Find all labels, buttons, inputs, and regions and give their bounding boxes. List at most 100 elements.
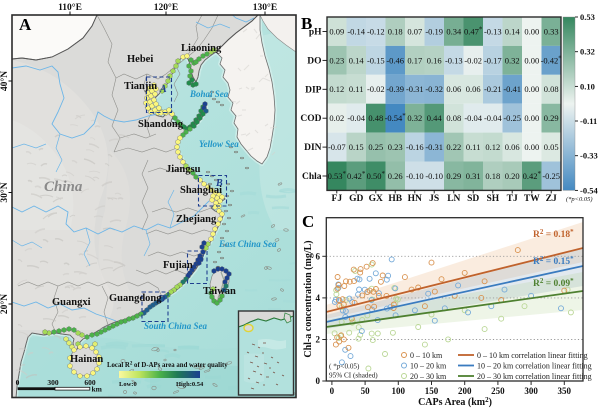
svg-text:DO: DO (307, 56, 321, 66)
svg-text:0.26: 0.26 (388, 171, 403, 181)
svg-text:0.32: 0.32 (580, 47, 595, 57)
svg-text:-0.04: -0.04 (484, 113, 502, 123)
svg-text:0.05: 0.05 (544, 142, 559, 152)
svg-text:0.31: 0.31 (466, 171, 481, 181)
svg-text:0.33: 0.33 (544, 27, 559, 37)
svg-text:D: D (157, 294, 165, 305)
svg-text:-0.04: -0.04 (464, 113, 482, 123)
svg-text:Guangxi: Guangxi (52, 297, 91, 308)
svg-text:-0.25: -0.25 (542, 171, 560, 181)
svg-text:0: 0 (16, 378, 20, 387)
svg-text:0.00: 0.00 (524, 27, 539, 37)
svg-text:110°E: 110°E (58, 2, 82, 13)
svg-text:C: C (302, 212, 314, 231)
svg-text:-0.13: -0.13 (484, 27, 502, 37)
svg-text:-0.39: -0.39 (386, 84, 404, 94)
svg-text:0.08: 0.08 (446, 113, 461, 123)
svg-text:0: 0 (316, 376, 321, 386)
svg-text:0.10: 0.10 (580, 81, 595, 91)
svg-text:CAPs Area (km2): CAPs Area (km2) (418, 396, 492, 408)
svg-text:0.50*: 0.50* (367, 170, 386, 181)
svg-text:R2 = 0.15*: R2 = 0.15* (533, 255, 574, 267)
svg-text:2: 2 (316, 335, 321, 345)
svg-text:0.18: 0.18 (485, 171, 500, 181)
svg-text:0.47*: 0.47* (464, 26, 483, 37)
svg-text:0.00: 0.00 (524, 84, 539, 94)
svg-text:Bohai Sea: Bohai Sea (189, 89, 229, 99)
svg-text:-0.17: -0.17 (484, 55, 502, 65)
svg-text:GX: GX (369, 194, 383, 204)
svg-text:0.48: 0.48 (368, 113, 383, 123)
svg-text:0.32: 0.32 (407, 113, 422, 123)
svg-text:0.42*: 0.42* (347, 170, 366, 181)
svg-text:-0.21: -0.21 (484, 84, 502, 94)
svg-text:Shanghai: Shanghai (180, 185, 222, 196)
svg-text:High:0.54: High:0.54 (176, 381, 204, 388)
svg-text:0.14: 0.14 (505, 27, 521, 37)
svg-text:-0.42*: -0.42* (541, 54, 563, 65)
svg-text:100: 100 (392, 386, 406, 396)
svg-text:Shandong: Shandong (138, 119, 184, 130)
svg-text:40°N: 40°N (0, 71, 10, 91)
svg-text:-0.54: -0.54 (580, 185, 598, 195)
svg-text:-0.32: -0.32 (425, 84, 443, 94)
svg-text:-0.15: -0.15 (367, 55, 385, 65)
svg-text:0.18: 0.18 (388, 27, 403, 37)
svg-text:-0.14: -0.14 (347, 27, 365, 37)
svg-text:0.07: 0.07 (407, 27, 422, 37)
svg-text:SH: SH (486, 194, 499, 204)
svg-text:0: 0 (330, 386, 335, 396)
svg-text:4: 4 (316, 293, 321, 303)
svg-text:0.53: 0.53 (580, 12, 595, 22)
svg-text:10 – 20 km correlation linear: 10 – 20 km correlation linear fitting (477, 362, 592, 371)
svg-text:-0.10: -0.10 (425, 171, 443, 181)
svg-text:Hebei: Hebei (127, 54, 153, 65)
svg-text:JS: JS (429, 194, 439, 204)
svg-text:0.11: 0.11 (349, 84, 364, 94)
svg-text:Fujian: Fujian (163, 260, 193, 271)
svg-text:0.12: 0.12 (329, 84, 344, 94)
svg-text:Jiangsu: Jiangsu (166, 164, 201, 175)
svg-text:0.29: 0.29 (544, 113, 559, 123)
svg-text:-0.04: -0.04 (347, 113, 365, 123)
svg-text:-0.41: -0.41 (503, 84, 521, 94)
svg-text:0.08: 0.08 (544, 84, 559, 94)
svg-text:0.00: 0.00 (524, 142, 539, 152)
svg-text:20°N: 20°N (0, 294, 10, 314)
svg-text:-0.33: -0.33 (580, 151, 598, 161)
svg-text:0.09: 0.09 (329, 27, 344, 37)
svg-text:20 – 30 km: 20 – 30 km (410, 372, 447, 381)
svg-text:-0.19: -0.19 (425, 27, 443, 37)
svg-text:Hainan: Hainan (70, 354, 103, 365)
svg-text:0.12: 0.12 (485, 142, 500, 152)
svg-text:(*p<0.05): (*p<0.05) (566, 196, 593, 203)
svg-text:0.20: 0.20 (505, 171, 520, 181)
svg-text:0.06: 0.06 (446, 84, 461, 94)
svg-text:-0.13: -0.13 (445, 55, 463, 65)
svg-text:TW: TW (524, 194, 540, 204)
svg-text:B: B (301, 14, 312, 33)
svg-text:Yellow Sea: Yellow Sea (199, 139, 239, 149)
svg-text:East China Sea: East China Sea (218, 239, 277, 249)
svg-text:0.00: 0.00 (524, 113, 539, 123)
svg-text:600: 600 (84, 378, 96, 387)
svg-text:COD: COD (300, 114, 321, 124)
svg-text:-0.02: -0.02 (464, 55, 482, 65)
svg-text:LN: LN (447, 194, 460, 204)
svg-text:Local R2 of D-APs area and wat: Local R2 of D-APs area and water quality (107, 362, 228, 370)
svg-text:SD: SD (467, 194, 479, 204)
svg-text:0.23: 0.23 (329, 55, 344, 65)
svg-text:ZJ: ZJ (546, 194, 557, 204)
svg-text:FJ: FJ (332, 194, 343, 204)
svg-text:0.02: 0.02 (329, 113, 344, 123)
svg-text:0.06: 0.06 (505, 142, 520, 152)
svg-text:0 – 10 km correlation linear f: 0 – 10 km correlation linear fitting (477, 351, 588, 360)
svg-text:6: 6 (316, 251, 321, 261)
svg-text:0.44: 0.44 (427, 113, 443, 123)
svg-text:30°N: 30°N (0, 182, 10, 202)
svg-text:0.16: 0.16 (427, 55, 442, 65)
svg-text:B: B (215, 178, 223, 189)
svg-text:130°E: 130°E (253, 2, 277, 13)
svg-text:-0.31: -0.31 (425, 142, 443, 152)
svg-text:300: 300 (47, 378, 59, 387)
